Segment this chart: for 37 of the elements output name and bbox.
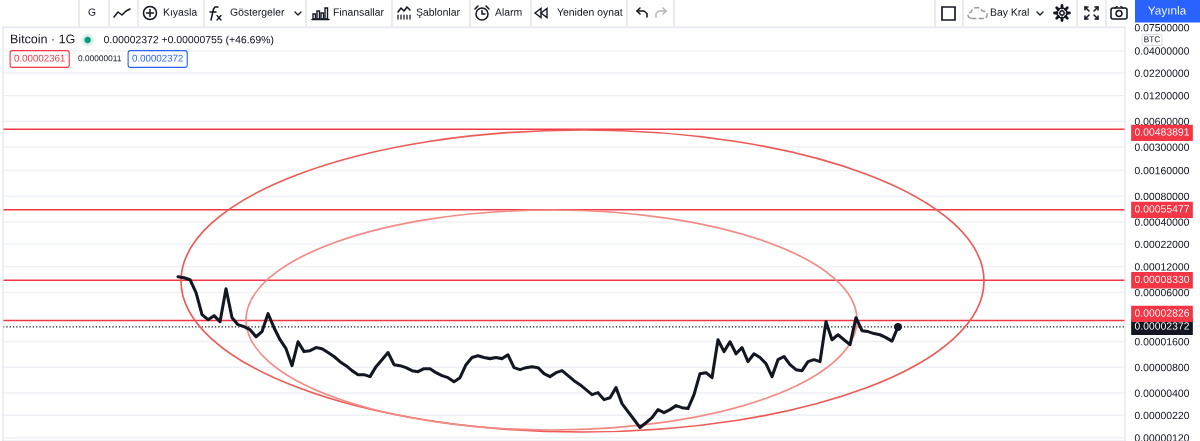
text: Şablonlar (416, 8, 460, 18)
y-tick-label: 0.00000800 (1134, 363, 1190, 372)
y-tick-label: 0.00012000 (1134, 263, 1190, 271)
y-tick-label: 0.00040000 (1134, 218, 1190, 226)
text: BTC (1144, 36, 1161, 43)
ref-line-label: 0.00055477 (1134, 205, 1189, 213)
y-tick-label: 0.02200000 (1134, 69, 1190, 77)
y-tick-label: 0.00600000 (1134, 117, 1190, 126)
y-tick-label: 0.00000220 (1134, 411, 1190, 420)
text: 0.00000011 (78, 55, 122, 62)
text: Finansallar (333, 8, 384, 16)
text: Kıyasla (163, 8, 198, 18)
ref-line-label: 0.00483891 (1134, 128, 1190, 136)
text: Yeniden oynat (557, 8, 623, 18)
y-tick-label: 0.00022000 (1134, 240, 1190, 249)
y-tick-label: 0.00300000 (1134, 143, 1190, 151)
text: Bay Kral (990, 8, 1029, 18)
y-tick-label: 0.00080000 (1134, 192, 1190, 201)
text: 0.00002361 (14, 54, 65, 62)
text: Bitcoin · 1G (11, 34, 75, 44)
y-tick-label: 0.04000000 (1134, 47, 1190, 55)
y-tick-label: 0.07500000 (1134, 23, 1190, 32)
ref-line-label: 0.00002826 (1134, 309, 1190, 317)
text: Göstergeler (230, 8, 285, 18)
annotation: 0.00002372 (132, 54, 183, 62)
y-tick-label: 0.01200000 (1134, 92, 1190, 100)
text: 0.00002372 +0.00000755 (+46.69%) (104, 35, 274, 46)
y-tick-label: 0.00000400 (1134, 389, 1190, 397)
text: Alarm (495, 8, 522, 16)
ref-line-label: 0.00002372 (1134, 322, 1189, 330)
text: Yayınla (1148, 6, 1187, 17)
y-tick-label: 0.00006000 (1134, 288, 1190, 297)
y-tick-label: 0.00000120 (1134, 434, 1190, 441)
y-tick-label: 0.00001600 (1134, 338, 1190, 346)
ref-line-label: 0.00008330 (1134, 275, 1190, 284)
text: G (88, 8, 96, 16)
y-tick-label: 0.00160000 (1134, 166, 1190, 175)
